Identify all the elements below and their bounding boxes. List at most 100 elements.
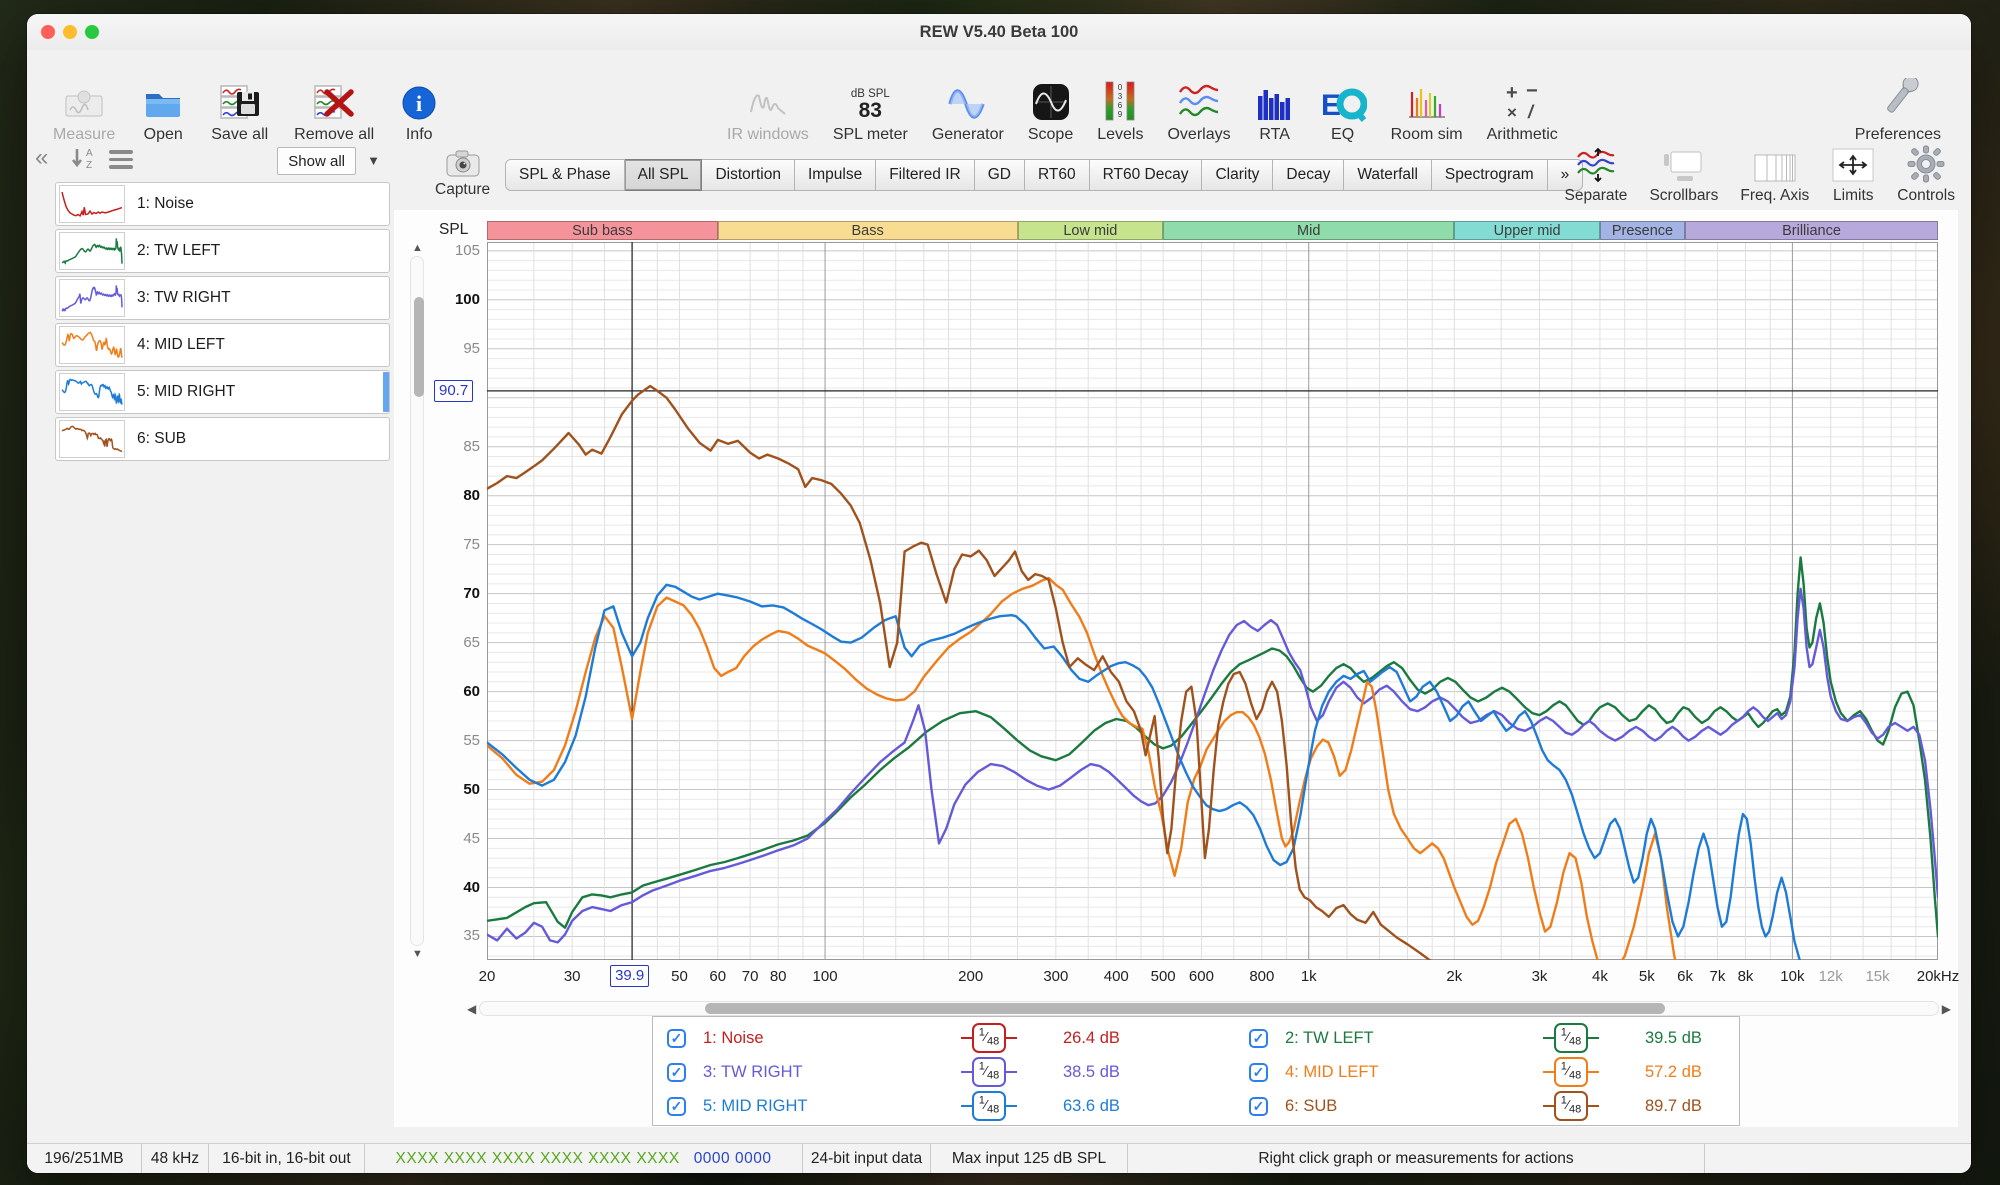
info-icon: i — [400, 74, 438, 122]
tab-impulse[interactable]: Impulse — [795, 159, 876, 191]
freq-axis-button[interactable]: Freq. Axis — [1740, 143, 1809, 205]
scroll-left-icon[interactable]: ◀ — [464, 1002, 479, 1016]
legend-checkbox-5[interactable]: ✓ — [667, 1097, 686, 1116]
chevron-down-icon[interactable]: ▼ — [367, 153, 380, 168]
measurement-item-2[interactable]: 2: TW LEFT — [55, 229, 390, 273]
rta-button[interactable]: RTA — [1255, 58, 1295, 144]
measurement-item-4[interactable]: 4: MID LEFT — [55, 323, 390, 367]
legend-label: 4: MID LEFT — [1285, 1063, 1497, 1082]
legend-checkbox-6[interactable]: ✓ — [1249, 1097, 1268, 1116]
x-tick-label: 20kHz — [1917, 968, 1960, 985]
vertical-scrollbar[interactable]: ▲ ▼ — [408, 242, 427, 960]
tab-decay[interactable]: Decay — [1273, 159, 1344, 191]
spl-plot-area[interactable] — [487, 242, 1938, 960]
y-tick-label: 35 — [436, 927, 480, 944]
smoothing-badge[interactable]: 1⁄48 — [972, 1057, 1007, 1087]
smoothing-badge[interactable]: 1⁄48 — [1554, 1023, 1589, 1053]
list-menu-icon[interactable] — [109, 146, 133, 173]
smoothing-badge[interactable]: 1⁄48 — [972, 1023, 1007, 1053]
measurement-thumbnail — [59, 373, 125, 411]
tab-rt60[interactable]: RT60 — [1025, 159, 1090, 191]
y-tick-label: 75 — [436, 536, 480, 553]
toolbar-label: Levels — [1097, 126, 1143, 144]
collapse-panel-icon[interactable]: « — [35, 144, 48, 172]
tab-all-spl[interactable]: All SPL — [625, 159, 703, 191]
input-bits-zeros: 0000 0000 — [694, 1150, 772, 1168]
tab-clarity[interactable]: Clarity — [1202, 159, 1273, 191]
y-tick-label: 80 — [436, 487, 480, 504]
rew-app-window: REW V5.40 Beta 100 MeasureOpenSave allRe… — [27, 14, 1971, 1173]
svg-text:Z: Z — [86, 160, 92, 171]
title-bar: REW V5.40 Beta 100 — [27, 14, 1971, 50]
x-tick-label: 400 — [1104, 968, 1129, 985]
tab-spl-phase[interactable]: SPL & Phase — [505, 159, 625, 191]
room-sim-button[interactable]: Room sim — [1391, 58, 1463, 144]
controls-icon — [1907, 147, 1945, 183]
bit-depth-status: 16-bit in, 16-bit out — [209, 1144, 365, 1173]
graph-pane[interactable]: SPL Sub bassBassLow midMidUpper midPrese… — [394, 210, 1958, 1127]
smoothing-badge[interactable]: 1⁄48 — [972, 1091, 1007, 1121]
controls-button[interactable]: Controls — [1897, 143, 1955, 205]
show-all-dropdown[interactable]: Show all — [277, 147, 356, 175]
tab-filtered-ir[interactable]: Filtered IR — [876, 159, 975, 191]
sort-az-icon[interactable]: AZ — [69, 146, 99, 172]
y-tick-label: 45 — [436, 830, 480, 847]
spl-meter-button[interactable]: dB SPL83SPL meter — [833, 58, 908, 144]
measurement-item-6[interactable]: 6: SUB — [55, 417, 390, 461]
info-button[interactable]: iInfo — [400, 58, 438, 144]
tab-spectrogram[interactable]: Spectrogram — [1432, 159, 1548, 191]
measurement-thumbnail — [59, 232, 125, 270]
legend-checkbox-4[interactable]: ✓ — [1249, 1063, 1268, 1082]
scope-button[interactable]: Scope — [1028, 58, 1073, 144]
smoothing-badge[interactable]: 1⁄48 — [1554, 1091, 1589, 1121]
horizontal-scrollbar[interactable]: ◀ ▶ — [464, 1000, 1954, 1017]
overlays-button[interactable]: Overlays — [1167, 58, 1230, 144]
legend-checkbox-1[interactable]: ✓ — [667, 1029, 686, 1048]
legend-checkbox-2[interactable]: ✓ — [1249, 1029, 1268, 1048]
capture-button[interactable]: Capture — [435, 149, 490, 199]
toolbar-label: Limits — [1833, 187, 1873, 205]
measurement-thumbnail — [59, 279, 125, 317]
scroll-down-icon[interactable]: ▼ — [412, 948, 423, 960]
generator-icon — [945, 74, 991, 122]
arithmetic-button[interactable]: +−×/Arithmetic — [1487, 58, 1558, 144]
tab-rt60-decay[interactable]: RT60 Decay — [1090, 159, 1203, 191]
toolbar-label: SPL meter — [833, 126, 908, 144]
toolbar-label: Separate — [1565, 187, 1628, 205]
limits-button[interactable]: Limits — [1831, 143, 1875, 205]
levels-button[interactable]: 0369 Levels — [1097, 58, 1143, 144]
measurement-item-3[interactable]: 3: TW RIGHT — [55, 276, 390, 320]
remove-all-button[interactable]: Remove all — [294, 58, 374, 144]
preferences-button[interactable]: Preferences — [1855, 58, 1941, 144]
tab-gd[interactable]: GD — [975, 159, 1025, 191]
open-button[interactable]: Open — [141, 58, 185, 144]
generator-button[interactable]: Generator — [932, 58, 1004, 144]
scope-icon — [1031, 74, 1071, 122]
measurement-label: 6: SUB — [137, 430, 186, 448]
measurement-item-1[interactable]: 1: Noise — [55, 182, 390, 226]
legend-checkbox-3[interactable]: ✓ — [667, 1063, 686, 1082]
save-all-button[interactable]: Save all — [211, 58, 268, 144]
eq-icon: E — [1319, 74, 1367, 122]
y-tick-label: 85 — [436, 438, 480, 455]
x-tick-label: 100 — [813, 968, 838, 985]
toolbar-label: Freq. Axis — [1740, 187, 1809, 205]
tab-distortion[interactable]: Distortion — [702, 159, 794, 191]
cursor-spl-readout: 90.7 — [434, 380, 473, 402]
separate-icon — [1574, 147, 1618, 183]
levels-icon: 0369 — [1103, 74, 1137, 122]
scroll-right-icon[interactable]: ▶ — [1939, 1002, 1954, 1016]
x-tick-label: 15k — [1865, 968, 1889, 985]
measurement-item-5[interactable]: 5: MID RIGHT — [55, 370, 390, 414]
toolbar-label: RTA — [1259, 126, 1290, 144]
band-sub-bass: Sub bass — [487, 221, 718, 240]
eq-button[interactable]: EEQ — [1319, 58, 1367, 144]
separate-button[interactable]: Separate — [1565, 143, 1628, 205]
x-tick-label: 5k — [1639, 968, 1655, 985]
toolbar-label: Preferences — [1855, 126, 1941, 144]
y-tick-label: 60 — [436, 683, 480, 700]
smoothing-badge[interactable]: 1⁄48 — [1554, 1057, 1589, 1087]
tab-waterfall[interactable]: Waterfall — [1344, 159, 1432, 191]
scroll-up-icon[interactable]: ▲ — [412, 242, 423, 254]
scrollbars-button[interactable]: Scrollbars — [1649, 143, 1718, 205]
